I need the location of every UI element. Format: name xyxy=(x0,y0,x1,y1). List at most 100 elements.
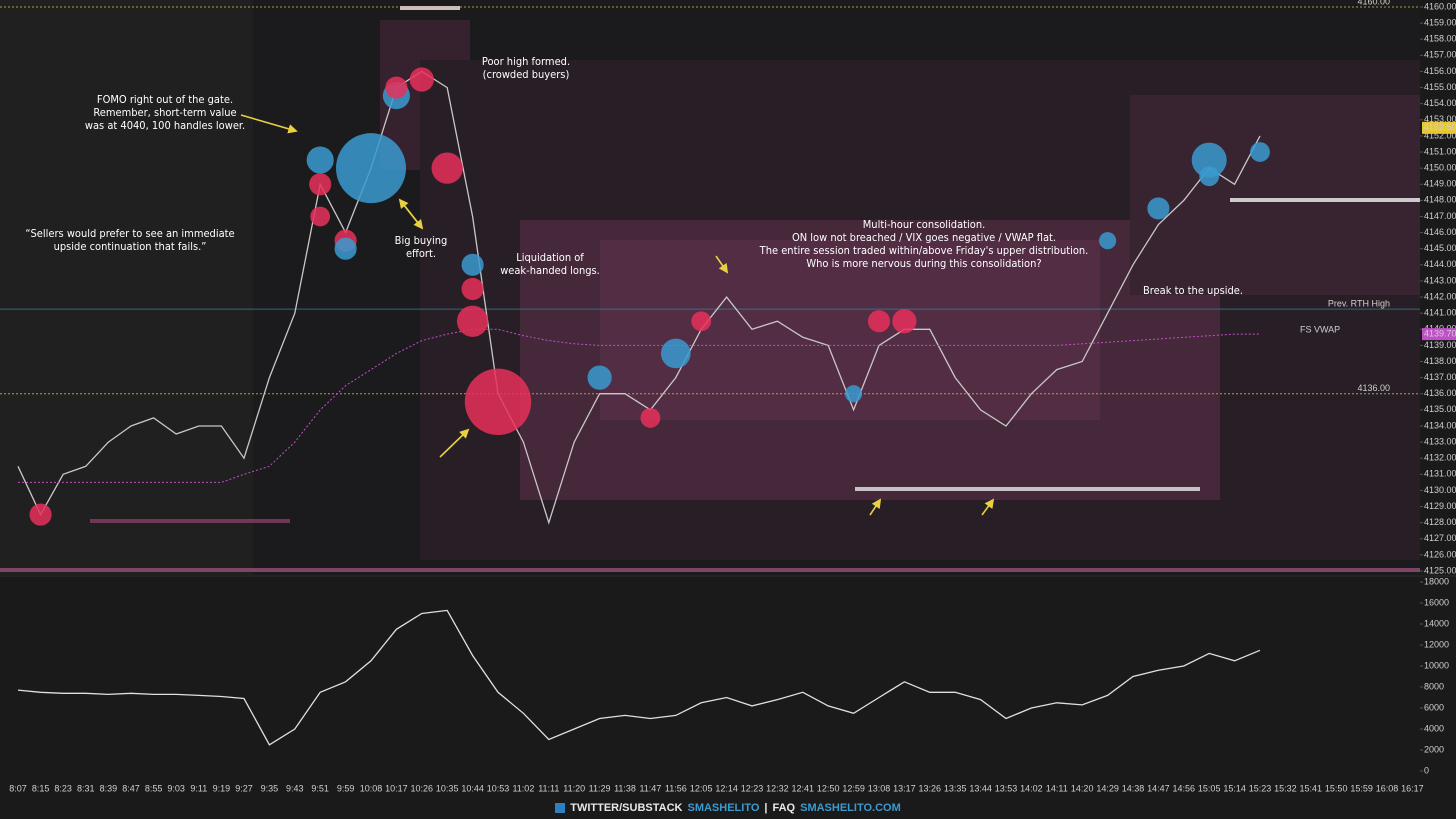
y-tick-label: 8000 xyxy=(1424,681,1444,691)
x-tick-label: 12:59 xyxy=(842,783,865,793)
y-tick-label: 4145.00 xyxy=(1424,243,1456,253)
x-tick-label: 12:41 xyxy=(792,783,815,793)
y-tick-label: 4158.00 xyxy=(1424,34,1456,44)
trade-bubble xyxy=(1191,142,1227,178)
level-label: 4136.00 xyxy=(1357,383,1390,393)
x-tick-label: 11:20 xyxy=(563,783,585,793)
x-tick-label: 14:56 xyxy=(1173,783,1196,793)
x-tick-label: 13:44 xyxy=(969,783,992,793)
footer-link[interactable]: SMASHELITO.COM xyxy=(800,802,901,814)
y-tick-label: 4146.00 xyxy=(1424,227,1456,237)
y-tick-label: 4156.00 xyxy=(1424,66,1456,76)
footer-link[interactable]: SMASHELITO xyxy=(687,802,760,814)
x-tick-label: 8:15 xyxy=(32,783,50,793)
trade-bubble xyxy=(892,309,917,334)
x-tick-label: 8:23 xyxy=(54,783,72,793)
trade-bubble xyxy=(461,277,484,301)
y-tick-label: 4134.00 xyxy=(1424,420,1456,430)
x-tick-label: 10:35 xyxy=(436,783,459,793)
y-tick-label: 4159.00 xyxy=(1424,17,1456,27)
x-tick-label: 8:39 xyxy=(100,783,118,793)
x-tick-label: 15:32 xyxy=(1274,783,1297,793)
trade-bubble xyxy=(1147,197,1170,220)
y-tick-label: 4153.00 xyxy=(1424,114,1456,124)
trade-bubble xyxy=(1199,166,1220,187)
y-tick-label: 4150.00 xyxy=(1424,163,1456,173)
annotation: FOMO right out of the gate. xyxy=(97,93,233,106)
trade-bubble xyxy=(431,152,463,184)
trade-bubble xyxy=(660,338,691,369)
y-tick-label: 4126.00 xyxy=(1424,549,1456,559)
trade-bubble xyxy=(464,368,532,436)
trade-bubble xyxy=(640,408,661,428)
x-tick-label: 15:23 xyxy=(1249,783,1272,793)
y-tick-label: 0 xyxy=(1424,765,1429,775)
annotation: upside continuation that fails.” xyxy=(54,240,207,253)
annotation: Who is more nervous during this consolid… xyxy=(806,257,1041,270)
y-tick-label: 4149.00 xyxy=(1424,179,1456,189)
x-tick-label: 11:56 xyxy=(665,783,687,793)
annotation: The entire session traded within/above F… xyxy=(759,244,1089,257)
trade-bubble xyxy=(587,365,612,390)
x-tick-label: 13:17 xyxy=(893,783,916,793)
x-tick-label: 14:47 xyxy=(1147,783,1170,793)
x-tick-label: 8:07 xyxy=(9,783,27,793)
trade-bubble xyxy=(309,173,332,196)
x-tick-label: 11:38 xyxy=(614,783,636,793)
x-tick-label: 14:02 xyxy=(1020,783,1043,793)
trade-bubble xyxy=(691,311,712,332)
annotation: Poor high formed. xyxy=(482,55,570,68)
x-tick-label: 13:26 xyxy=(919,783,942,793)
x-tick-label: 10:08 xyxy=(360,783,383,793)
y-tick-label: 4142.00 xyxy=(1424,291,1456,301)
footer-icon xyxy=(555,803,566,813)
x-tick-label: 12:23 xyxy=(741,783,764,793)
y-tick-label: 2000 xyxy=(1424,744,1444,754)
x-tick-label: 9:19 xyxy=(213,783,231,793)
y-tick-label: 14000 xyxy=(1424,618,1449,628)
trade-bubble xyxy=(845,385,863,403)
arrow xyxy=(981,498,995,516)
x-tick-label: 11:02 xyxy=(512,783,534,793)
level-label: 4160.00 xyxy=(1357,0,1390,6)
footer-text: TWITTER/SUBSTACK xyxy=(570,802,683,814)
x-tick-label: 9:59 xyxy=(337,783,355,793)
x-tick-label: 10:44 xyxy=(461,783,484,793)
footer-text: FAQ xyxy=(772,802,796,814)
price-tag-label: 4152.50 xyxy=(1424,122,1456,132)
x-tick-label: 15:05 xyxy=(1198,783,1221,793)
x-tick-label: 9:03 xyxy=(167,783,185,793)
y-tick-label: 4135.00 xyxy=(1424,404,1456,414)
trade-bubble xyxy=(385,76,408,99)
y-tick-label: 4157.00 xyxy=(1424,50,1456,60)
y-tick-label: 16000 xyxy=(1424,597,1449,607)
x-tick-label: 9:27 xyxy=(235,783,253,793)
y-tick-label: 4128.00 xyxy=(1424,517,1456,527)
x-tick-label: 12:14 xyxy=(715,783,738,793)
footer: TWITTER/SUBSTACK SMASHELITO | FAQ SMASHE… xyxy=(0,799,1456,817)
y-tick-label: 4154.00 xyxy=(1424,98,1456,108)
series-line xyxy=(17,609,1261,746)
x-tick-label: 16:08 xyxy=(1376,783,1399,793)
x-tick-label: 13:53 xyxy=(995,783,1018,793)
x-tick-label: 15:59 xyxy=(1350,783,1373,793)
y-tick-label: 18000 xyxy=(1424,576,1449,586)
premarket-shade xyxy=(0,0,253,575)
y-tick-label: 4129.00 xyxy=(1424,501,1456,511)
annotation: effort. xyxy=(406,247,436,260)
y-tick-label: 4147.00 xyxy=(1424,211,1456,221)
trade-bubble xyxy=(409,67,434,92)
arrow xyxy=(398,198,423,229)
x-tick-label: 10:26 xyxy=(411,783,434,793)
y-tick-label: 6000 xyxy=(1424,702,1444,712)
trade-bubble xyxy=(461,253,484,276)
x-tick-label: 13:35 xyxy=(944,783,967,793)
trade-bubble xyxy=(1250,142,1270,162)
y-tick-label: 4139.00 xyxy=(1424,340,1456,350)
y-tick-label: 4000 xyxy=(1424,723,1444,733)
x-tick-label: 14:29 xyxy=(1096,783,1119,793)
x-tick-label: 10:53 xyxy=(487,783,510,793)
annotation: “Sellers would prefer to see an immediat… xyxy=(25,227,234,240)
